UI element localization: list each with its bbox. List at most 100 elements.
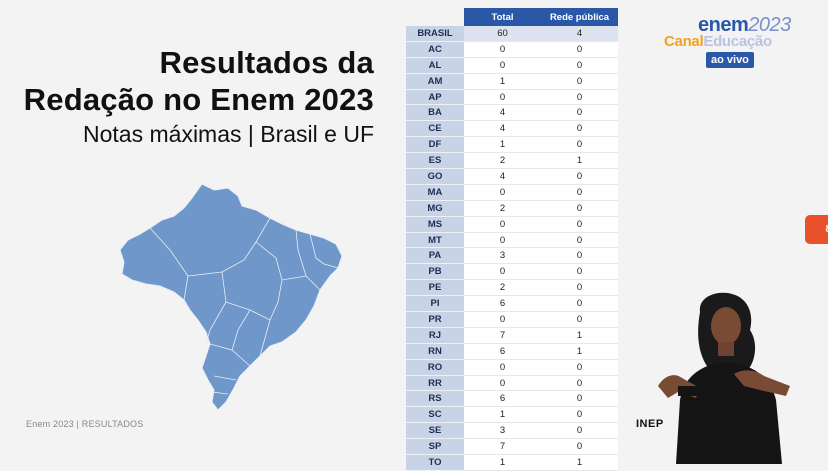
cell-uf: AC xyxy=(406,41,464,58)
cell-publica: 0 xyxy=(541,200,618,217)
cell-uf: RR xyxy=(406,375,464,392)
cell-publica: 1 xyxy=(541,343,618,360)
cell-publica: 0 xyxy=(541,407,618,424)
cell-publica: 4 xyxy=(541,26,618,42)
cell-total: 0 xyxy=(464,89,541,106)
table-row: AM 1 0 xyxy=(406,73,618,90)
cell-total: 7 xyxy=(464,439,541,456)
table-row: RS 6 0 xyxy=(406,391,618,408)
cell-uf: PI xyxy=(406,296,464,313)
cell-publica: 0 xyxy=(541,280,618,297)
cell-publica: 0 xyxy=(541,423,618,440)
table-row: SC 1 0 xyxy=(406,407,618,424)
live-badge: ao vivo xyxy=(706,52,754,68)
table-row: MG 2 0 xyxy=(406,200,618,217)
table-row: PA 3 0 xyxy=(406,248,618,265)
table-row: PE 2 0 xyxy=(406,280,618,297)
cell-total: 0 xyxy=(464,359,541,376)
cell-publica: 0 xyxy=(541,121,618,138)
cell-total: 2 xyxy=(464,280,541,297)
cell-publica: 1 xyxy=(541,153,618,170)
cell-total: 4 xyxy=(464,105,541,122)
slide-footer: Enem 2023 | RESULTADOS xyxy=(26,419,144,429)
cell-uf: CE xyxy=(406,121,464,138)
table-row: CE 4 0 xyxy=(406,121,618,138)
header-rede-publica: Rede pública xyxy=(541,8,618,26)
table-row: PI 6 0 xyxy=(406,296,618,313)
cell-total: 0 xyxy=(464,232,541,249)
logo-enem-text: enem xyxy=(698,14,749,36)
table-header-row: Total Rede pública xyxy=(406,8,618,26)
cell-uf: RN xyxy=(406,343,464,360)
table-row: PR 0 0 xyxy=(406,312,618,328)
cell-publica: 0 xyxy=(541,375,618,392)
cell-uf: AL xyxy=(406,57,464,74)
table-row: BRASIL 60 4 xyxy=(406,26,618,42)
cell-uf: PR xyxy=(406,312,464,328)
cell-total: 0 xyxy=(464,184,541,201)
sign-language-interpreter xyxy=(658,292,790,464)
cell-uf: BA xyxy=(406,105,464,122)
cell-publica: 0 xyxy=(541,439,618,456)
cell-uf: RJ xyxy=(406,327,464,344)
title-line-1: Resultados da xyxy=(159,45,374,80)
table-row: RN 6 1 xyxy=(406,343,618,360)
cell-publica: 0 xyxy=(541,216,618,233)
cell-uf: DF xyxy=(406,137,464,154)
logo-year: 2023 xyxy=(748,14,791,36)
results-table: Total Rede pública BRASIL 60 4 AC 0 0 AL 0 0 A… xyxy=(406,8,618,471)
side-tab[interactable]: 8 xyxy=(805,215,828,244)
cell-publica: 0 xyxy=(541,137,618,154)
cell-total: 6 xyxy=(464,296,541,313)
cell-uf: PE xyxy=(406,280,464,297)
slide-subtitle: Notas máximas | Brasil e UF xyxy=(83,121,374,147)
cell-publica: 0 xyxy=(541,232,618,249)
logo-canal-text: Canal xyxy=(664,33,704,50)
cell-uf: MA xyxy=(406,184,464,201)
cell-publica: 0 xyxy=(541,169,618,185)
cell-total: 0 xyxy=(464,41,541,58)
cell-publica: 0 xyxy=(541,105,618,122)
cell-total: 0 xyxy=(464,375,541,392)
header-total: Total xyxy=(464,8,541,26)
title-line-2: Redação no Enem 2023 xyxy=(23,82,374,117)
table-row: GO 4 0 xyxy=(406,169,618,185)
cell-uf: ES xyxy=(406,153,464,170)
cell-publica: 0 xyxy=(541,296,618,313)
cell-total: 3 xyxy=(464,423,541,440)
cell-publica: 0 xyxy=(541,312,618,328)
cell-publica: 0 xyxy=(541,73,618,90)
cell-uf: MG xyxy=(406,200,464,217)
cell-uf: SE xyxy=(406,423,464,440)
cell-uf: AP xyxy=(406,89,464,106)
cell-uf: AM xyxy=(406,73,464,90)
cell-publica: 0 xyxy=(541,359,618,376)
table-row: AL 0 0 xyxy=(406,57,618,74)
cell-uf: BRASIL xyxy=(406,26,464,42)
cell-total: 3 xyxy=(464,248,541,265)
cell-total: 6 xyxy=(464,391,541,408)
canal-educacao-logo: enem2023 CanalEducação ao vivo xyxy=(664,14,794,68)
cell-total: 0 xyxy=(464,264,541,281)
logo-enem: enem2023 xyxy=(698,14,794,37)
table-row: PB 0 0 xyxy=(406,264,618,281)
cell-total: 0 xyxy=(464,57,541,74)
cell-publica: 0 xyxy=(541,184,618,201)
table-row: MT 0 0 xyxy=(406,232,618,249)
cell-total: 1 xyxy=(464,407,541,424)
brazil-map xyxy=(119,183,343,411)
cell-total: 60 xyxy=(464,26,541,42)
table-row: RJ 7 1 xyxy=(406,327,618,344)
cell-uf: RO xyxy=(406,359,464,376)
cell-publica: 0 xyxy=(541,391,618,408)
cell-publica: 0 xyxy=(541,248,618,265)
cell-total: 7 xyxy=(464,327,541,344)
cell-total: 1 xyxy=(464,73,541,90)
cell-total: 2 xyxy=(464,153,541,170)
cell-total: 4 xyxy=(464,169,541,185)
cell-total: 0 xyxy=(464,312,541,328)
logo-educacao-text: Educação xyxy=(703,33,772,50)
cell-uf: MT xyxy=(406,232,464,249)
table-row: MS 0 0 xyxy=(406,216,618,233)
table-row: AP 0 0 xyxy=(406,89,618,106)
